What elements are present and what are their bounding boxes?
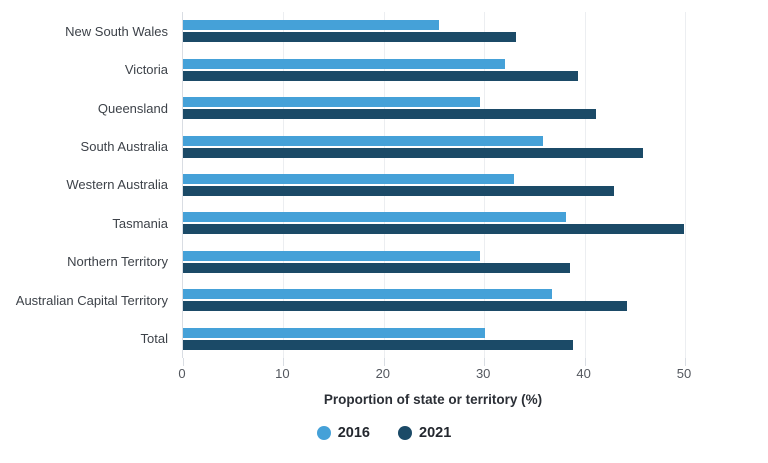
tick-mark-50 bbox=[685, 358, 686, 366]
bar-2016-new-south-wales[interactable] bbox=[183, 20, 440, 31]
x-tick-label-20: 20 bbox=[375, 366, 391, 381]
tick-mark-0 bbox=[183, 358, 184, 366]
bar-2021-australian-capital-territory[interactable] bbox=[183, 301, 627, 312]
bar-2021-northern-territory[interactable] bbox=[183, 262, 570, 273]
bar-2016-total[interactable] bbox=[183, 327, 486, 338]
gridline-20 bbox=[383, 12, 385, 358]
legend-item-2021[interactable]: 2021 bbox=[398, 425, 451, 441]
x-axis-title: Proportion of state or territory (%) bbox=[323, 392, 543, 407]
legend-dot-2021 bbox=[398, 426, 412, 440]
category-label-total: Total bbox=[140, 331, 168, 347]
category-label-victoria: Victoria bbox=[124, 62, 168, 78]
bar-2016-south-australia[interactable] bbox=[183, 135, 544, 146]
bar-2021-victoria[interactable] bbox=[183, 70, 578, 81]
gridline-10 bbox=[283, 12, 285, 358]
category-label-tasmania: Tasmania bbox=[112, 215, 168, 231]
legend-label-2021: 2021 bbox=[419, 425, 452, 441]
tick-mark-30 bbox=[484, 358, 486, 366]
gridline-30 bbox=[484, 12, 486, 358]
bar-2016-western-australia[interactable] bbox=[183, 174, 515, 184]
x-tick-label-0: 0 bbox=[178, 366, 186, 381]
bar-2021-tasmania[interactable] bbox=[183, 224, 684, 235]
category-label-south-australia: South Australia bbox=[80, 139, 168, 155]
bar-2021-south-australia[interactable] bbox=[183, 147, 643, 158]
tick-mark-20 bbox=[383, 358, 385, 366]
bar-2021-total[interactable] bbox=[183, 339, 573, 350]
legend-dot-2016 bbox=[316, 426, 331, 440]
category-label-queensland: Queensland bbox=[97, 100, 168, 116]
gridline-50 bbox=[685, 12, 686, 358]
plot-area bbox=[182, 12, 686, 366]
category-label-northern-territory: Northern Territory bbox=[67, 254, 168, 270]
bar-2021-queensland[interactable] bbox=[183, 109, 596, 120]
gridline-40 bbox=[584, 12, 586, 358]
legend-label-2016: 2016 bbox=[337, 425, 370, 441]
category-label-western-australia: Western Australia bbox=[66, 177, 168, 193]
bar-2016-tasmania[interactable] bbox=[183, 212, 566, 223]
tick-mark-40 bbox=[584, 358, 586, 366]
x-tick-label-30: 30 bbox=[475, 366, 491, 381]
bar-2021-western-australia[interactable] bbox=[183, 186, 614, 196]
x-tick-label-50: 50 bbox=[676, 366, 692, 381]
bar-2016-australian-capital-territory[interactable] bbox=[183, 289, 553, 300]
legend-item-2016[interactable]: 2016 bbox=[316, 425, 370, 441]
bar-2016-northern-territory[interactable] bbox=[183, 250, 481, 261]
legend: 2016 2021 bbox=[0, 425, 768, 441]
category-label-new-south-wales: New South Wales bbox=[65, 23, 168, 39]
bar-2016-victoria[interactable] bbox=[183, 58, 506, 69]
x-tick-label-40: 40 bbox=[576, 366, 591, 381]
tick-mark-10 bbox=[283, 358, 285, 366]
category-label-australian-capital-territory: Australian Capital Territory bbox=[15, 292, 168, 308]
bar-2021-new-south-wales[interactable] bbox=[183, 32, 517, 43]
bar-2016-queensland[interactable] bbox=[183, 97, 481, 108]
x-tick-label-10: 10 bbox=[275, 366, 290, 381]
